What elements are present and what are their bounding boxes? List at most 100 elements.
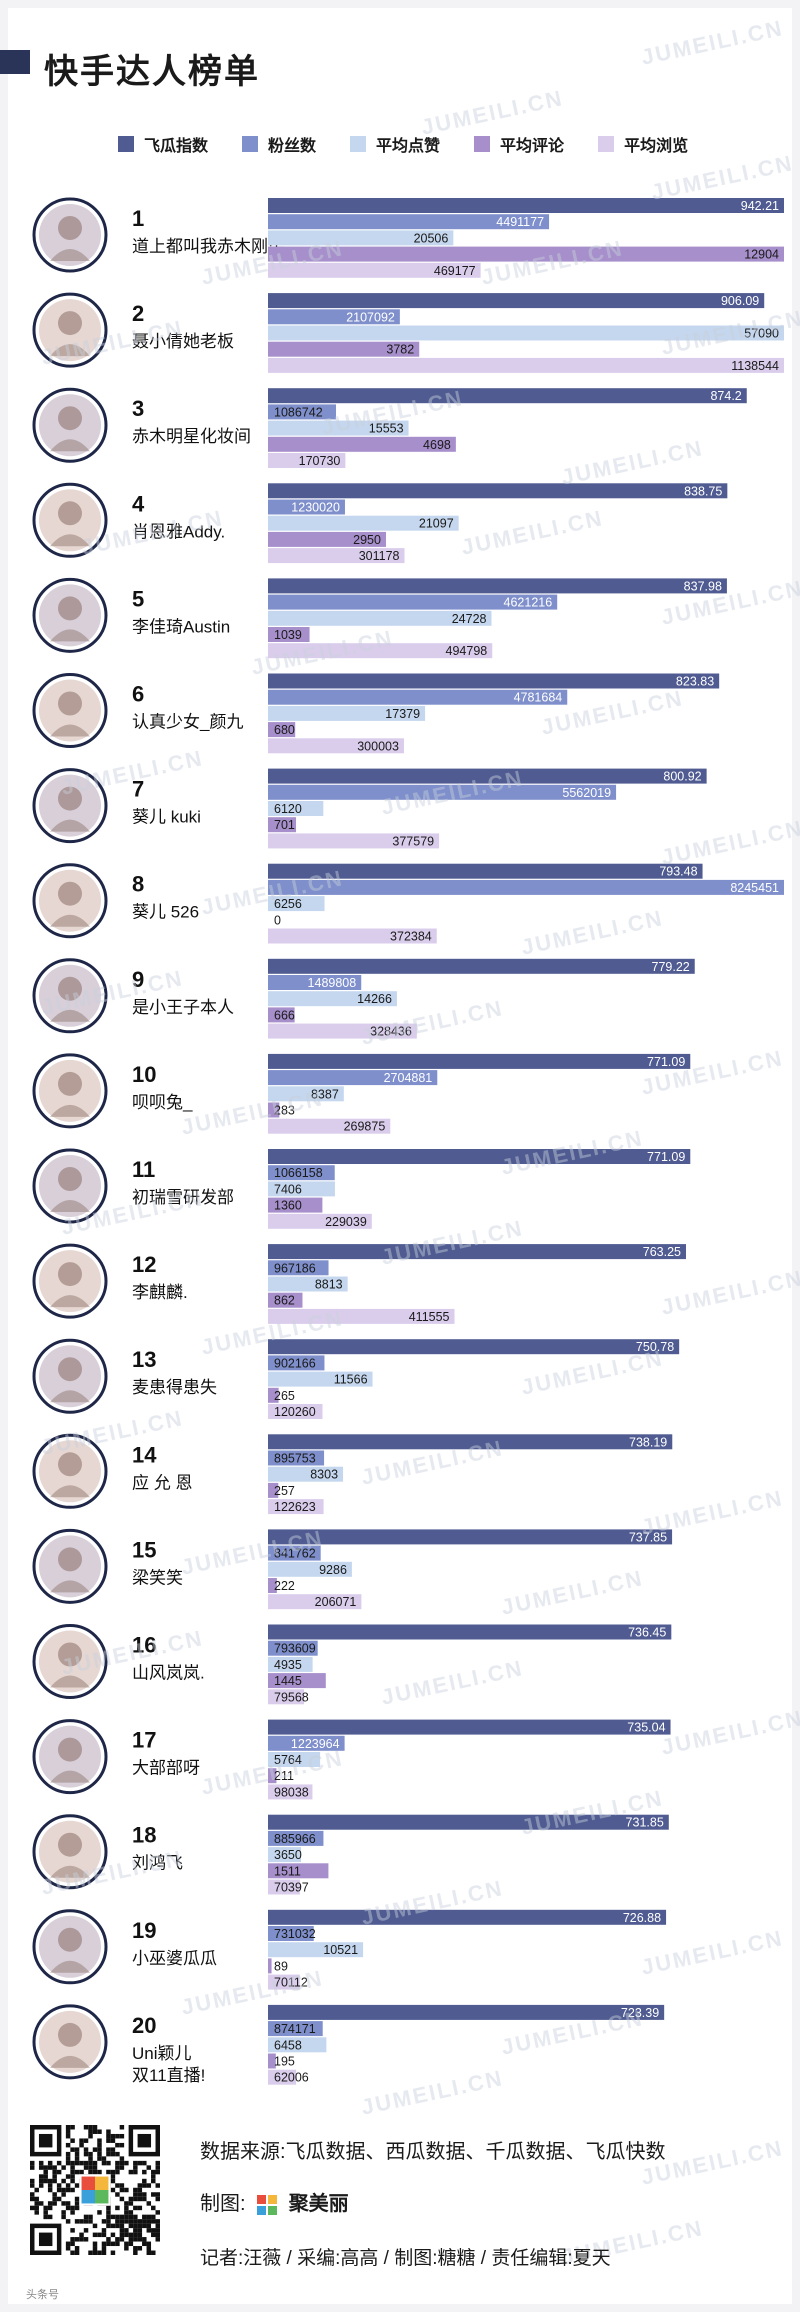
legend-swatch [242, 136, 259, 152]
bar-fans [268, 404, 337, 420]
bar-value-label: 771.09 [647, 1055, 685, 1069]
legend-swatch [474, 136, 491, 152]
bar-comments [268, 627, 310, 642]
bar-value-label: 967186 [274, 1261, 316, 1275]
bar-views [268, 1404, 323, 1419]
bar-value-label: 195 [274, 2055, 295, 2069]
ranking-row: 2 聂小倩她老板 906.09 2107092 57090 3782 1138544 [32, 292, 784, 373]
bar-value-label: 680 [274, 723, 295, 737]
creator-name: 道上都叫我赤木刚宪 [132, 237, 285, 256]
bar-value-label: 8813 [315, 1278, 343, 1292]
bar-comments [268, 2053, 276, 2069]
bar-value-label: 15553 [369, 422, 404, 436]
bar-likes [268, 1371, 373, 1387]
bar-value-label: 779.22 [652, 960, 690, 974]
bar-feigua [268, 673, 720, 689]
bar-value-label: 2107092 [346, 310, 395, 324]
bar-feigua [268, 483, 728, 499]
bar-feigua [268, 1149, 691, 1164]
legend-swatch [350, 136, 367, 152]
bar-feigua [268, 1053, 691, 1069]
rank-number: 15 [132, 1537, 156, 1562]
bar-value-label: 771.09 [647, 1150, 685, 1164]
avatar-body [50, 439, 90, 452]
bar-value-label: 229039 [325, 1215, 367, 1229]
bar-value-label: 1511 [274, 1864, 301, 1878]
bar-fans [268, 2021, 323, 2037]
ranking-row: 7 葵儿 kuki 800.92 5562019 6120 701 377579 [32, 768, 707, 849]
bar-comments [268, 1007, 295, 1023]
bar-fans [268, 975, 362, 990]
bar-likes [268, 515, 459, 531]
bar-comments [268, 1292, 303, 1308]
bar-value-label: 6256 [274, 897, 302, 911]
bar-value-label: 6458 [274, 2038, 302, 2052]
ranking-row: 13 麦患得患失 750.78 902166 11566 265 120260 [32, 1338, 680, 1419]
bar-value-label: 1360 [274, 1199, 302, 1213]
legend-label: 平均评论 [500, 138, 565, 155]
avatar-body [50, 2055, 90, 2068]
credits-text: 记者:汪薇 / 采编:高高 / 制图:糖糖 / 责任编辑:夏天 [200, 2248, 611, 2269]
bar-value-label: 793.48 [659, 865, 697, 879]
bar-value-label: 4781684 [514, 691, 563, 705]
bar-value-label: 70397 [274, 1881, 309, 1895]
bar-value-label: 837.98 [684, 579, 722, 593]
avatar-head [58, 216, 82, 240]
avatar-body [50, 1390, 90, 1403]
bar-fans [268, 499, 345, 515]
bar-views [268, 548, 405, 564]
bar-value-label: 222 [274, 1579, 295, 1593]
bar-comments [268, 436, 456, 452]
ranking-row: 10 呗呗兔_ 771.09 2704881 8387 283 269875 [32, 1053, 691, 1134]
bar-views [268, 833, 440, 849]
bar-value-label: 3782 [386, 343, 414, 357]
bar-feigua [268, 198, 784, 213]
avatar-body [50, 1770, 90, 1783]
bar-fans [268, 1735, 345, 1751]
creator-name: 初瑞雪研发部 [132, 1188, 234, 1207]
bar-value-label: 5562019 [562, 786, 611, 800]
qr-code-icon [30, 2125, 160, 2255]
legend-label: 平均浏览 [624, 138, 689, 155]
creator-name: 聂小倩她老板 [132, 332, 234, 351]
bar-comments [268, 1387, 279, 1403]
avatar-head [58, 1357, 82, 1382]
bar-value-label: 4621216 [504, 596, 553, 610]
bar-fans [268, 1830, 324, 1846]
avatar-head [58, 1262, 82, 1287]
bar-value-label: 4491177 [496, 215, 544, 229]
bar-fans [268, 1450, 325, 1466]
bar-value-label: 24728 [452, 612, 487, 626]
avatar-head [58, 1167, 82, 1191]
creator-name: 小巫婆瓜瓜 [132, 1949, 217, 1968]
ranking-row: 12 李麒麟. 763.25 967186 8813 862 411555 [32, 1243, 686, 1324]
bar-views [268, 2069, 297, 2085]
avatar-head [58, 976, 82, 1001]
avatar-body [50, 1009, 90, 1022]
bar-value-label: 70112 [274, 1976, 308, 1990]
bar-feigua [268, 1434, 673, 1450]
avatar-head [58, 501, 82, 526]
bar-fans [268, 879, 784, 895]
avatar-body [50, 914, 90, 927]
bar-value-label: 20506 [414, 231, 449, 245]
bar-likes [268, 1466, 344, 1482]
bar-value-label: 862 [274, 1294, 295, 1308]
bar-value-label: 736.45 [628, 1626, 666, 1640]
bar-value-label: 1086742 [274, 405, 323, 419]
bar-value-label: 906.09 [721, 294, 759, 308]
creator-name: 李麒麟. [132, 1283, 188, 1302]
avatar-head [58, 1547, 82, 1572]
rank-number: 8 [132, 872, 144, 897]
bar-value-label: 411555 [409, 1310, 450, 1324]
chart-legend: 飞瓜指数 粉丝数 平均点赞 平均评论 平均浏览 [118, 132, 688, 156]
bar-fans [268, 784, 617, 800]
bar-views [268, 1213, 372, 1229]
ranking-row: 4 肖恩雅Addy. 838.75 1230020 21097 2950 301178 [32, 482, 728, 564]
ranking-row: 8 葵儿 526 793.48 8245451 6256 0 372384 [32, 863, 784, 944]
bar-feigua [268, 768, 707, 784]
bar-likes [268, 1656, 313, 1672]
bar-value-label: 301178 [359, 549, 400, 563]
bar-fans [268, 1545, 321, 1561]
